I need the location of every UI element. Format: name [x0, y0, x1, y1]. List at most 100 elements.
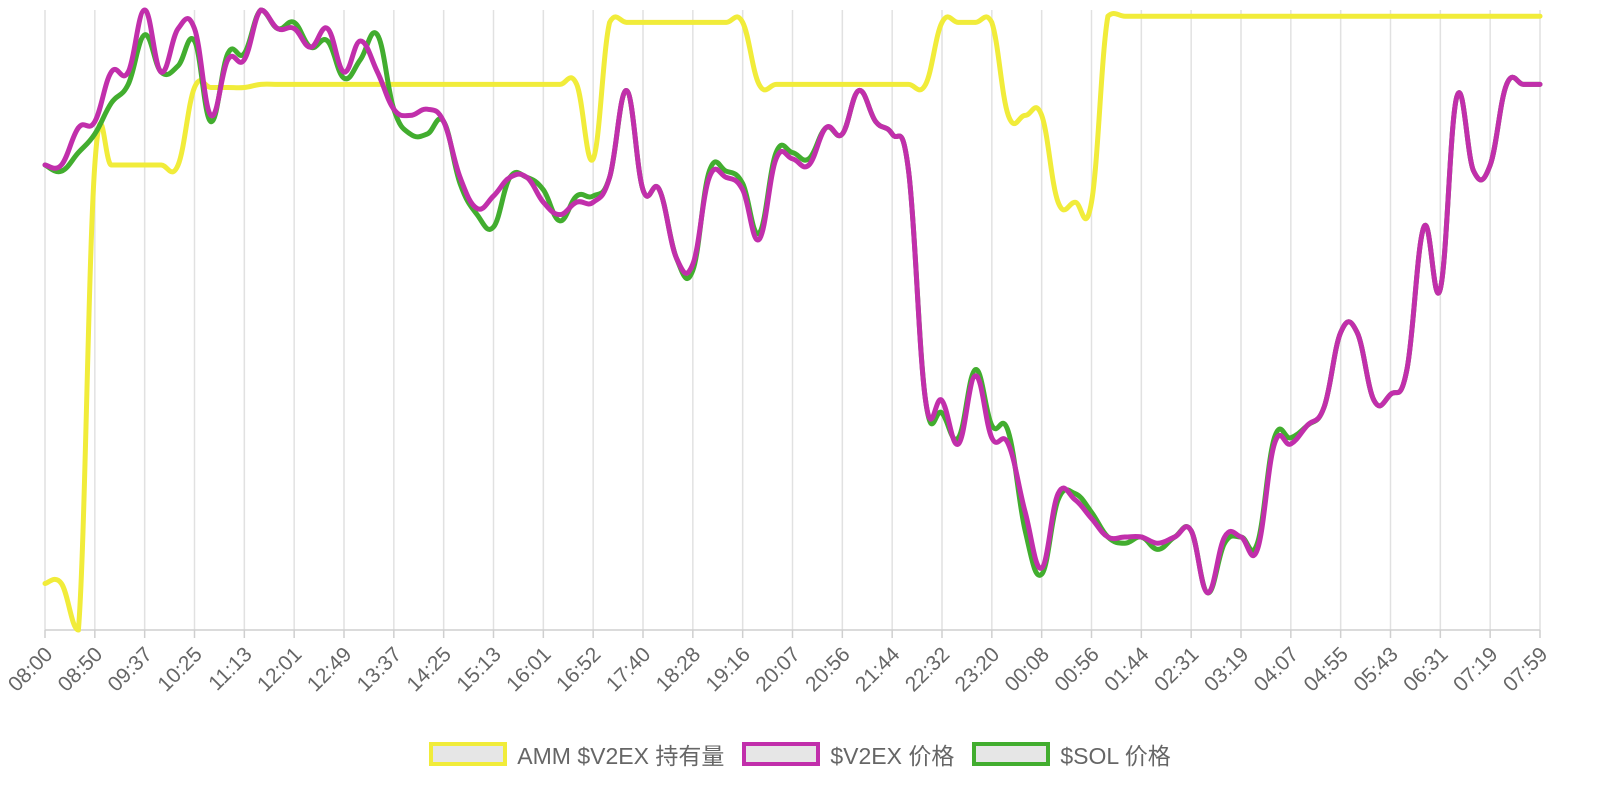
data-point[interactable]	[1188, 528, 1194, 533]
data-point[interactable]	[1172, 14, 1177, 19]
data-point[interactable]	[1388, 14, 1393, 19]
data-point[interactable]	[1205, 14, 1210, 19]
data-point[interactable]	[1039, 113, 1044, 118]
data-point[interactable]	[126, 82, 131, 87]
data-point[interactable]	[790, 150, 795, 155]
data-point[interactable]	[1006, 441, 1011, 447]
data-point[interactable]	[175, 26, 181, 31]
data-point[interactable]	[325, 82, 330, 87]
data-point[interactable]	[1521, 82, 1526, 87]
data-point[interactable]	[474, 206, 480, 211]
data-point[interactable]	[1255, 547, 1260, 552]
data-point[interactable]	[1055, 200, 1061, 205]
data-point[interactable]	[1055, 491, 1061, 496]
data-point[interactable]	[873, 82, 878, 87]
data-point[interactable]	[1421, 224, 1427, 230]
data-point[interactable]	[1322, 404, 1327, 409]
data-point[interactable]	[1072, 497, 1078, 502]
data-point[interactable]	[341, 69, 347, 75]
data-point[interactable]	[208, 85, 214, 90]
data-point[interactable]	[1471, 14, 1476, 19]
data-point[interactable]	[225, 57, 231, 62]
data-point[interactable]	[1006, 429, 1011, 434]
data-point[interactable]	[1404, 367, 1410, 372]
data-point[interactable]	[557, 82, 562, 87]
data-point[interactable]	[59, 581, 64, 586]
data-point[interactable]	[956, 20, 961, 25]
data-point[interactable]	[923, 82, 928, 87]
data-point[interactable]	[674, 20, 679, 25]
data-point[interactable]	[973, 373, 978, 378]
data-point[interactable]	[1305, 423, 1310, 428]
data-point[interactable]	[408, 82, 413, 87]
data-point[interactable]	[1039, 565, 1044, 571]
data-point[interactable]	[1122, 14, 1128, 19]
data-point[interactable]	[1122, 541, 1128, 546]
data-point[interactable]	[557, 218, 562, 223]
data-point[interactable]	[1454, 94, 1459, 100]
data-point[interactable]	[158, 162, 164, 168]
data-point[interactable]	[275, 82, 280, 87]
data-point[interactable]	[939, 410, 945, 416]
legend-item-v2ex-price[interactable]: $V2EX 价格	[742, 737, 954, 771]
data-point[interactable]	[391, 82, 397, 87]
data-point[interactable]	[690, 262, 696, 267]
data-point[interactable]	[707, 175, 712, 180]
data-point[interactable]	[1354, 14, 1360, 19]
data-point[interactable]	[109, 162, 114, 168]
data-point[interactable]	[889, 131, 895, 137]
data-point[interactable]	[756, 82, 762, 87]
data-point[interactable]	[208, 119, 214, 124]
data-point[interactable]	[208, 113, 214, 118]
data-point[interactable]	[358, 82, 363, 87]
data-point[interactable]	[441, 119, 446, 124]
data-point[interactable]	[574, 193, 579, 199]
data-point[interactable]	[109, 100, 114, 106]
data-point[interactable]	[358, 57, 363, 62]
data-point[interactable]	[840, 82, 845, 87]
data-point[interactable]	[1023, 113, 1028, 118]
data-point[interactable]	[1322, 14, 1327, 19]
data-point[interactable]	[425, 131, 430, 137]
data-point[interactable]	[1222, 534, 1227, 540]
data-point[interactable]	[541, 200, 546, 205]
data-point[interactable]	[707, 20, 712, 25]
data-point[interactable]	[1371, 14, 1377, 19]
data-point[interactable]	[175, 63, 181, 68]
data-point[interactable]	[989, 435, 995, 440]
data-point[interactable]	[1072, 491, 1078, 496]
data-point[interactable]	[574, 200, 579, 205]
data-point[interactable]	[408, 131, 413, 137]
data-point[interactable]	[1338, 330, 1343, 335]
data-point[interactable]	[308, 45, 313, 50]
data-point[interactable]	[1338, 14, 1343, 19]
data-point[interactable]	[806, 162, 812, 168]
data-point[interactable]	[574, 82, 579, 87]
data-point[interactable]	[358, 38, 363, 44]
data-point[interactable]	[375, 82, 380, 87]
data-point[interactable]	[1487, 14, 1493, 19]
data-point[interactable]	[192, 85, 197, 90]
data-point[interactable]	[657, 187, 662, 192]
data-point[interactable]	[59, 162, 64, 168]
data-point[interactable]	[1438, 286, 1443, 292]
data-point[interactable]	[1504, 82, 1509, 87]
data-point[interactable]	[906, 82, 911, 87]
data-point[interactable]	[275, 26, 280, 31]
data-point[interactable]	[823, 82, 829, 87]
data-point[interactable]	[1023, 528, 1028, 533]
data-point[interactable]	[1371, 398, 1377, 403]
data-point[interactable]	[126, 69, 131, 75]
data-point[interactable]	[92, 119, 98, 124]
data-point[interactable]	[507, 82, 513, 87]
data-point[interactable]	[1072, 200, 1078, 205]
data-point[interactable]	[325, 38, 330, 44]
data-point[interactable]	[425, 107, 430, 112]
data-point[interactable]	[474, 212, 480, 217]
data-point[interactable]	[126, 162, 131, 168]
data-point[interactable]	[740, 187, 745, 192]
data-point[interactable]	[1471, 169, 1476, 174]
data-point[interactable]	[341, 76, 347, 81]
data-point[interactable]	[441, 82, 446, 87]
data-point[interactable]	[674, 255, 679, 261]
